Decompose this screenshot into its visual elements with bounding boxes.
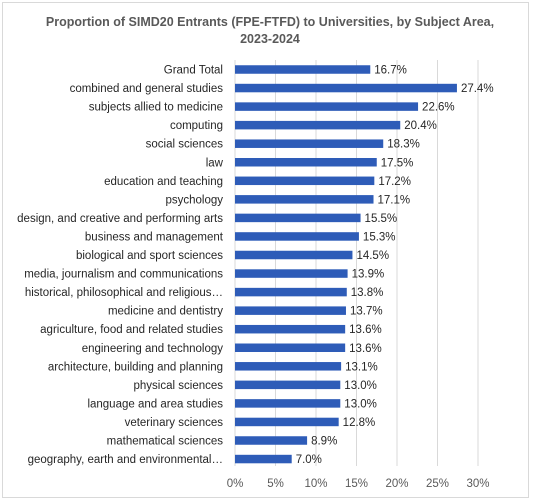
category-label: veterinary sciences	[125, 417, 224, 429]
category-label: agriculture, food and related studies	[40, 324, 223, 336]
data-label: 20.4%	[404, 120, 437, 132]
x-tick-label: 20%	[385, 478, 408, 490]
data-label: 12.8%	[343, 417, 376, 429]
category-label: business and management	[85, 231, 224, 243]
data-label: 14.5%	[356, 250, 389, 262]
x-tick-label: 30%	[466, 478, 489, 490]
x-tick-label: 15%	[345, 478, 368, 490]
bar-layer	[235, 65, 457, 464]
bar	[235, 250, 353, 260]
category-label: law	[206, 157, 224, 169]
data-label: 15.3%	[363, 231, 396, 243]
data-label: 15.5%	[365, 213, 398, 225]
x-tick-label: 25%	[426, 478, 449, 490]
category-label: engineering and technology	[82, 343, 224, 355]
data-label: 13.8%	[351, 287, 384, 299]
bar	[235, 269, 348, 278]
data-label: 7.0%	[296, 454, 322, 466]
category-label: physical sciences	[134, 380, 224, 392]
x-tick-label: 0%	[227, 478, 244, 490]
data-label: 8.9%	[311, 436, 337, 448]
bar	[235, 324, 346, 334]
category-label: architecture, building and planning	[48, 361, 223, 373]
data-label: 22.6%	[422, 102, 455, 114]
bar	[235, 306, 346, 315]
category-label: language and area studies	[87, 398, 223, 410]
data-label: 27.4%	[461, 83, 494, 95]
bar	[235, 362, 342, 371]
bar	[235, 139, 384, 148]
data-label: 13.7%	[350, 306, 383, 318]
label-layer: 0% 5% 10% 15% 20% 25% 30% Grand Total 16.7% combi…	[17, 65, 493, 491]
bar	[235, 399, 341, 408]
category-label: Grand Total	[164, 65, 223, 77]
bar	[235, 287, 347, 297]
category-label: education and teaching	[104, 176, 223, 188]
category-label: media, journalism and communications	[24, 269, 223, 281]
x-tick-label: 5%	[267, 478, 284, 490]
data-label: 13.0%	[344, 380, 377, 392]
bar	[235, 380, 341, 390]
category-label: geography, earth and environmental…	[28, 454, 223, 466]
category-label: social sciences	[146, 139, 224, 151]
category-label: design, and creative and performing arts	[17, 213, 223, 225]
bar	[235, 83, 457, 93]
data-label: 17.1%	[378, 194, 411, 206]
bar	[235, 343, 346, 352]
category-label: biological and sport sciences	[76, 250, 223, 262]
bar	[235, 417, 339, 427]
data-label: 13.1%	[345, 361, 378, 373]
data-label: 13.6%	[349, 343, 382, 355]
bar	[235, 176, 375, 186]
category-label: psychology	[165, 194, 223, 206]
data-label: 13.0%	[344, 398, 377, 410]
chart-title: Proportion of SIMD20 Entrants (FPE-FTFD)…	[45, 15, 495, 46]
bar	[235, 436, 308, 445]
bar	[235, 454, 292, 464]
data-label: 16.7%	[374, 65, 407, 77]
category-label: medicine and dentistry	[108, 306, 223, 318]
bar	[235, 213, 361, 223]
bar	[235, 195, 374, 204]
category-label: subjects allied to medicine	[89, 102, 223, 114]
bar	[235, 232, 359, 241]
data-label: 17.2%	[378, 176, 411, 188]
data-label: 18.3%	[387, 139, 420, 151]
bar	[235, 102, 419, 111]
bar	[235, 120, 401, 130]
bar	[235, 65, 371, 74]
category-label: computing	[170, 120, 223, 132]
data-label: 13.6%	[349, 324, 382, 336]
category-label: combined and general studies	[70, 83, 224, 95]
category-label: mathematical sciences	[107, 436, 224, 448]
category-label: historical, philosophical and religious…	[25, 287, 223, 299]
x-tick-label: 10%	[304, 478, 327, 490]
data-label: 17.5%	[381, 157, 414, 169]
bar	[235, 158, 377, 167]
data-label: 13.9%	[352, 269, 385, 281]
